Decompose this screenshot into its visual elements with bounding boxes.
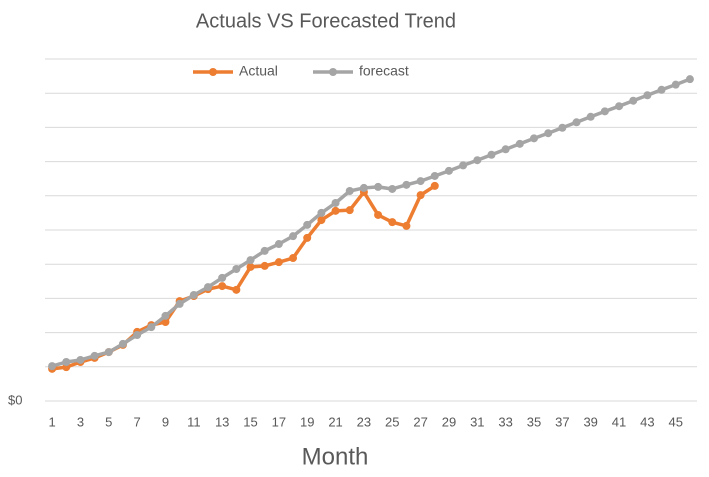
- x-tick-label: 25: [385, 414, 399, 429]
- data-point: [345, 187, 354, 196]
- data-point: [388, 218, 397, 227]
- data-point: [218, 282, 227, 291]
- data-point: [572, 118, 581, 127]
- data-point: [388, 184, 397, 193]
- data-point: [402, 180, 411, 189]
- x-tick-label: 37: [555, 414, 569, 429]
- data-point: [133, 330, 142, 339]
- data-point: [487, 150, 496, 159]
- data-point: [515, 139, 524, 148]
- x-tick-label: 45: [669, 414, 683, 429]
- y-tick-label: $0: [8, 392, 22, 407]
- data-point: [246, 262, 255, 271]
- data-point: [473, 156, 482, 165]
- data-point: [246, 256, 255, 265]
- data-point: [416, 191, 425, 200]
- x-tick-label: 1: [48, 414, 55, 429]
- x-tick-label: 15: [243, 414, 257, 429]
- x-tick-label: 39: [583, 414, 597, 429]
- data-point: [232, 285, 241, 294]
- data-point: [586, 112, 595, 121]
- data-point: [345, 206, 354, 215]
- data-point: [317, 208, 326, 217]
- data-point: [260, 246, 269, 255]
- data-point: [643, 91, 652, 100]
- data-point: [374, 182, 383, 191]
- data-point: [359, 183, 368, 192]
- x-tick-label: 29: [442, 414, 456, 429]
- x-tick-label: 43: [640, 414, 654, 429]
- x-tick-label: 7: [134, 414, 141, 429]
- data-point: [274, 258, 283, 267]
- data-point: [615, 102, 624, 111]
- data-point: [161, 317, 170, 326]
- x-tick-label: 41: [612, 414, 626, 429]
- legend-label: Actual: [239, 63, 278, 79]
- legend-label: forecast: [359, 63, 409, 79]
- legend-marker: [329, 68, 337, 76]
- x-tick-label: 17: [272, 414, 286, 429]
- data-point: [104, 348, 113, 357]
- data-point: [331, 206, 340, 215]
- x-tick-label: 31: [470, 414, 484, 429]
- data-point: [671, 80, 680, 89]
- data-point: [430, 181, 439, 190]
- data-point: [204, 283, 212, 292]
- x-tick-label: 13: [215, 414, 229, 429]
- x-tick-label: 11: [187, 414, 201, 429]
- data-point: [175, 299, 184, 308]
- data-point: [260, 261, 269, 270]
- data-point: [459, 161, 468, 170]
- data-point: [48, 362, 57, 371]
- data-point: [232, 264, 241, 273]
- legend-marker: [209, 68, 217, 76]
- x-tick-label: 33: [498, 414, 512, 429]
- data-point: [657, 85, 666, 94]
- data-point: [303, 220, 312, 229]
- data-point: [218, 273, 227, 282]
- data-point: [147, 323, 156, 332]
- data-point: [161, 311, 170, 320]
- data-point: [629, 96, 638, 105]
- data-point: [530, 134, 538, 143]
- series-line: [51, 77, 691, 368]
- data-point: [189, 290, 198, 299]
- data-point: [118, 339, 127, 348]
- data-point: [374, 210, 383, 219]
- data-point: [558, 123, 567, 132]
- data-point: [331, 198, 340, 207]
- data-point: [289, 254, 298, 263]
- x-tick-label: 23: [357, 414, 371, 429]
- data-point: [430, 171, 439, 180]
- x-tick-label: 35: [527, 414, 541, 429]
- data-point: [685, 75, 694, 84]
- x-tick-label: 5: [105, 414, 112, 429]
- data-point: [402, 221, 411, 230]
- x-tick-label: 21: [328, 414, 342, 429]
- data-point: [501, 145, 510, 154]
- data-point: [317, 216, 326, 225]
- x-tick-label: 9: [162, 414, 169, 429]
- chart-title: Actuals VS Forecasted Trend: [196, 10, 456, 32]
- data-point: [544, 129, 553, 138]
- x-tick-label: 3: [77, 414, 84, 429]
- data-point: [274, 240, 283, 249]
- x-axis-title: Month: [302, 443, 369, 470]
- data-point: [303, 233, 312, 242]
- x-tick-label: 27: [413, 414, 427, 429]
- data-point: [600, 107, 609, 116]
- data-point: [90, 351, 99, 360]
- data-point: [444, 166, 453, 175]
- data-point: [289, 232, 298, 241]
- data-point: [416, 177, 425, 186]
- data-point: [62, 358, 71, 367]
- x-tick-label: 19: [300, 414, 314, 429]
- data-point: [76, 355, 85, 364]
